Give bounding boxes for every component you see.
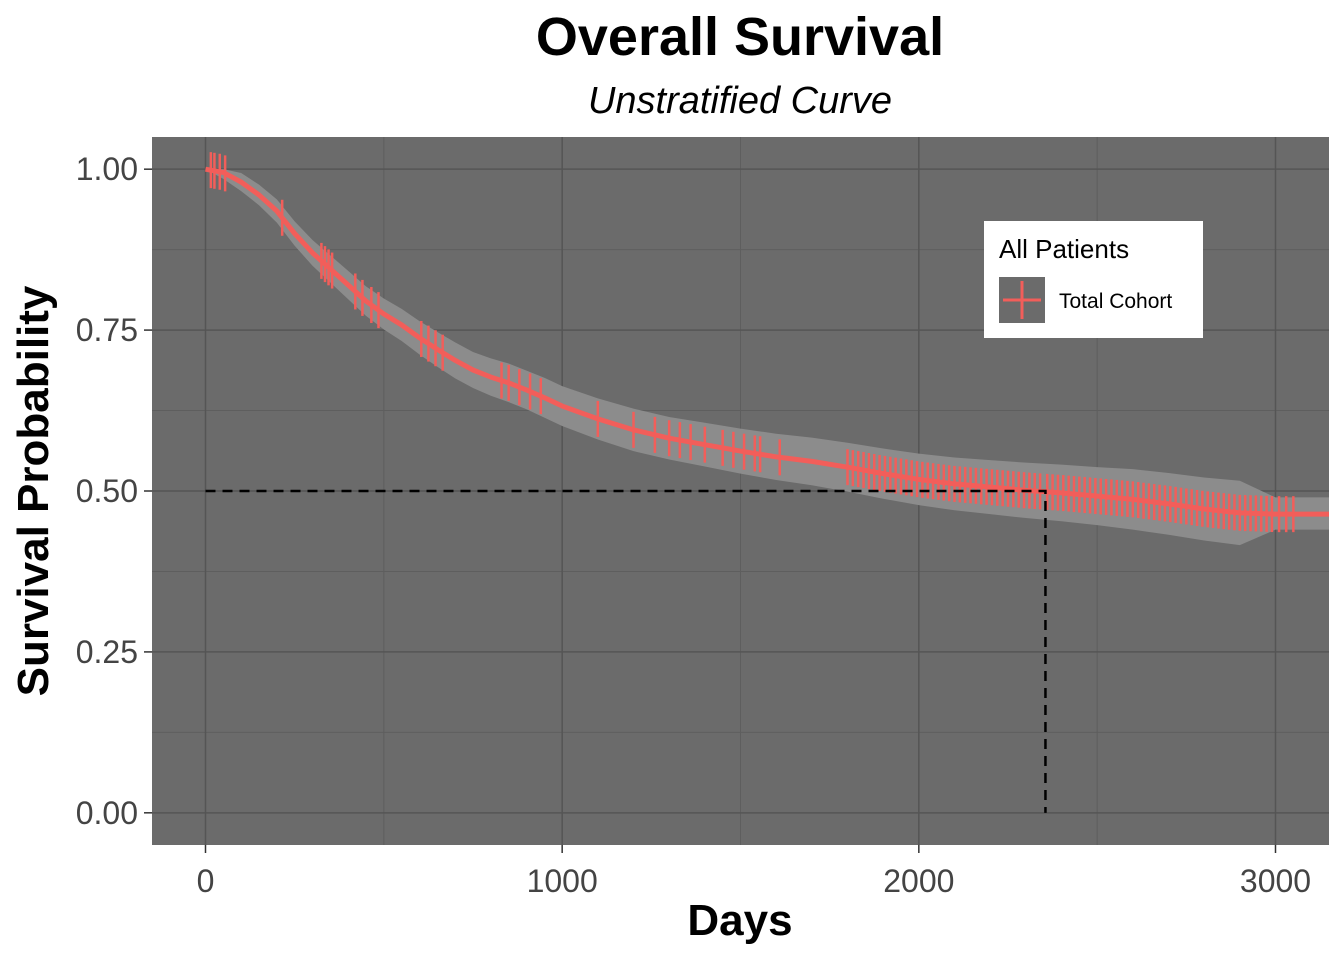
x-tick-label: 2000 bbox=[883, 863, 954, 899]
x-axis-title: Days bbox=[687, 896, 792, 945]
median-survival-line bbox=[205, 489, 1047, 813]
censor-marks bbox=[209, 152, 1295, 533]
confidence-band bbox=[205, 169, 1329, 546]
x-tick-label: 3000 bbox=[1240, 863, 1311, 899]
y-tick-label: 0.75 bbox=[76, 312, 138, 348]
y-tick-label: 0.50 bbox=[76, 473, 138, 509]
y-tick-label: 0.25 bbox=[76, 634, 138, 670]
legend: All Patients Total Cohort bbox=[984, 221, 1203, 338]
x-axis-ticks: 0 1000 2000 3000 bbox=[197, 845, 1311, 899]
y-tick-label: 1.00 bbox=[76, 151, 138, 187]
legend-label-total-cohort: Total Cohort bbox=[1059, 290, 1172, 313]
x-tick-label: 1000 bbox=[527, 863, 598, 899]
legend-title: All Patients bbox=[999, 234, 1129, 264]
x-tick-label: 0 bbox=[197, 863, 215, 899]
y-tick-label: 0.00 bbox=[76, 795, 138, 831]
y-axis-title: Survival Probability bbox=[9, 285, 58, 696]
chart-subtitle: Unstratified Curve bbox=[587, 80, 893, 122]
chart-title: Overall Survival bbox=[535, 7, 945, 67]
y-axis-ticks: 0.00 0.25 0.50 0.75 1.00 bbox=[76, 151, 152, 831]
